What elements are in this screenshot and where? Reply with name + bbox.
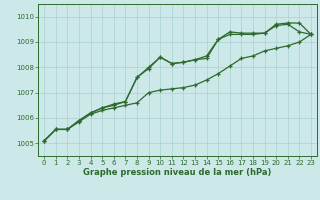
X-axis label: Graphe pression niveau de la mer (hPa): Graphe pression niveau de la mer (hPa): [84, 168, 272, 177]
